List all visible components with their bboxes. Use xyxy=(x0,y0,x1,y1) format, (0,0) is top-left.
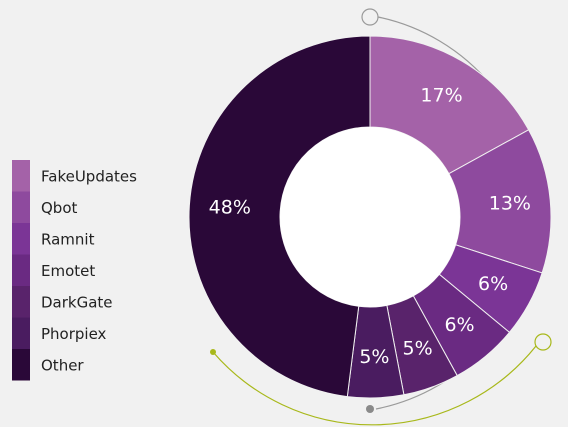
legend-swatch xyxy=(12,254,30,286)
legend-label: Other xyxy=(41,357,84,375)
legend-swatch xyxy=(12,349,30,381)
data-label: 17% xyxy=(420,85,462,107)
legend-label: Ramnit xyxy=(41,231,95,249)
legend-label: DarkGate xyxy=(41,294,113,312)
data-label: 6% xyxy=(444,314,474,336)
decor-dot xyxy=(366,405,374,413)
legend-label: Emotet xyxy=(41,262,95,280)
donut-hole xyxy=(280,127,460,307)
data-label: 48% xyxy=(209,197,251,219)
legend-label: Qbot xyxy=(41,199,78,217)
legend-swatch xyxy=(12,191,30,223)
legend-label: Phorpiex xyxy=(41,325,107,343)
legend-swatch xyxy=(12,223,30,255)
legend-swatch xyxy=(12,317,30,349)
legend-label: FakeUpdates xyxy=(41,168,137,186)
legend-swatch xyxy=(12,286,30,318)
decor-arc xyxy=(212,345,537,426)
decor-circle xyxy=(534,333,552,351)
decor-circle xyxy=(361,8,379,26)
data-label: 13% xyxy=(489,192,531,214)
data-label: 6% xyxy=(478,273,508,295)
data-label: 5% xyxy=(359,346,389,368)
decor-dot xyxy=(210,349,216,355)
data-label: 5% xyxy=(403,338,433,360)
legend-swatch xyxy=(12,160,30,192)
